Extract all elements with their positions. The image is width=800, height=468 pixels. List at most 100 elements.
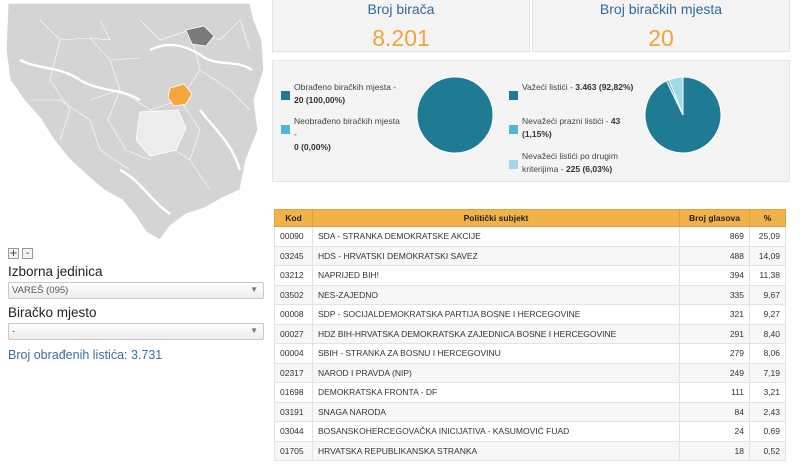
cell-percent: 8,06 bbox=[749, 343, 786, 364]
table-row[interactable]: 03191 SNAGA NARODA 84 2,43 bbox=[274, 401, 786, 422]
pie2-label-other-invalid: Nevažeći listići po drugim kriterijima - bbox=[522, 151, 618, 174]
cell-percent: 0,52 bbox=[749, 440, 786, 461]
pie2-value-other-invalid: 225 (6,03%) bbox=[565, 164, 613, 174]
pie2-label-valid: Važeći listići - bbox=[522, 82, 573, 92]
cell-kod: 00090 bbox=[274, 226, 313, 247]
polling-station-value: - bbox=[12, 326, 16, 337]
cell-votes: 18 bbox=[679, 440, 750, 461]
table-row[interactable]: 01698 DEMOKRATSKA FRONTA - DF 111 3,21 bbox=[274, 382, 786, 403]
header-votes[interactable]: Broj glasova bbox=[679, 209, 750, 227]
cell-political-subject: HDS - HRVATSKI DEMOKRATSKI SAVEZ bbox=[312, 245, 680, 266]
table-row[interactable]: 03502 NES-ZAJEDNO 335 9,67 bbox=[274, 284, 786, 305]
zoom-in-button[interactable]: + bbox=[8, 248, 19, 259]
cell-kod: 00004 bbox=[274, 343, 313, 364]
cell-political-subject: NAROD I PRAVDA (NIP) bbox=[312, 362, 680, 383]
pie1-swatch-processed bbox=[281, 91, 290, 100]
table-row[interactable]: 00008 SDP - SOCIJALDEMOKRATSKA PARTIJA BO… bbox=[274, 304, 786, 325]
header-percent[interactable]: % bbox=[749, 209, 786, 227]
cell-kod: 00027 bbox=[274, 323, 313, 344]
table-row[interactable]: 02317 NAROD I PRAVDA (NIP) 249 7,19 bbox=[274, 362, 786, 383]
cell-political-subject: DEMOKRATSKA FRONTA - DF bbox=[312, 382, 680, 403]
polling-station-label: Biračko mjesto bbox=[8, 305, 97, 320]
table-row[interactable]: 00004 SBIH - STRANKA ZA BOSNU I HERCEGOVI… bbox=[274, 343, 786, 364]
cell-political-subject: SDA - STRANKA DEMOKRATSKE AKCIJE bbox=[312, 226, 680, 247]
cell-political-subject: HDZ BIH-HRVATSKA DEMOKRATSKA ZAJEDNICA B… bbox=[312, 323, 680, 344]
pie2-label-blank: Nevažeći prazni listići - bbox=[522, 116, 609, 126]
electoral-unit-label: Izborna jedinica bbox=[8, 264, 103, 279]
cell-percent: 25,09 bbox=[749, 226, 786, 247]
polling-station-select[interactable]: - ▼ bbox=[8, 323, 264, 340]
cell-kod: 03212 bbox=[274, 265, 313, 286]
cell-percent: 8,40 bbox=[749, 323, 786, 344]
cell-votes: 335 bbox=[679, 284, 750, 305]
cell-votes: 84 bbox=[679, 401, 750, 422]
cell-votes: 869 bbox=[679, 226, 750, 247]
polling-stations-title: Broj biračkih mjesta bbox=[599, 1, 723, 17]
pie1-legend-item-processed: Obrađeno biračkih mjesta - 20 (100,00%) bbox=[281, 81, 401, 107]
table-header-row: Kod Politički subjekt Broj glasova % bbox=[274, 209, 786, 227]
table-row[interactable]: 00027 HDZ BIH-HRVATSKA DEMOKRATSKA ZAJEDN… bbox=[274, 323, 786, 344]
cell-votes: 249 bbox=[679, 362, 750, 383]
pie2-swatch-other-invalid bbox=[509, 160, 518, 169]
pie1-label-unprocessed: Neobrađeno biračkih mjesta - bbox=[294, 116, 400, 139]
entity-line-east bbox=[199, 109, 242, 171]
table-row[interactable]: 03212 NAPRIJED BIH! 394 11,38 bbox=[274, 265, 786, 286]
pie2-legend-item-blank: Nevažeći prazni listići - 43 (1,15%) bbox=[509, 115, 634, 141]
cell-political-subject: BOSANSKOHERCEGOVAČKA INICIJATIVA - KASUM… bbox=[312, 421, 680, 442]
cell-percent: 11,38 bbox=[749, 265, 786, 286]
pie1-value-processed: 20 (100,00%) bbox=[294, 95, 346, 105]
pie1-legend-item-unprocessed: Neobrađeno biračkih mjesta - 0 (0,00%) bbox=[281, 115, 401, 154]
voters-value: 8.201 bbox=[372, 25, 430, 51]
cell-percent: 0,69 bbox=[749, 421, 786, 442]
selected-municipality-vares bbox=[167, 83, 193, 107]
electoral-unit-select[interactable]: VAREŠ (095) ▼ bbox=[8, 282, 264, 299]
municipality-map[interactable] bbox=[0, 0, 268, 245]
pie-chart-ballots bbox=[644, 76, 722, 154]
cell-percent: 7,19 bbox=[749, 362, 786, 383]
cell-percent: 14,09 bbox=[749, 245, 786, 266]
pie2-swatch-valid bbox=[509, 91, 518, 100]
processed-ballots-count: Broj obrađenih listića: 3.731 bbox=[8, 348, 163, 362]
polling-stations-card: Broj biračkih mjesta 20 bbox=[532, 0, 790, 52]
pie1-slice-0 bbox=[416, 76, 494, 154]
pie1-swatch-unprocessed bbox=[281, 125, 290, 134]
pie1-value-unprocessed: 0 (0,00%) bbox=[294, 142, 331, 152]
brcko-district bbox=[185, 25, 215, 47]
cell-kod: 02317 bbox=[274, 362, 313, 383]
pie2-legend-item-other-invalid: Nevažeći listići po drugim kriterijima -… bbox=[509, 150, 634, 176]
bih-map-graphic[interactable] bbox=[0, 0, 268, 245]
canton-highlight bbox=[135, 109, 187, 157]
voters-title: Broj birača bbox=[367, 1, 435, 17]
entity-line-west bbox=[19, 58, 141, 102]
pie2-slice-2 bbox=[668, 76, 684, 116]
cell-kod: 01698 bbox=[274, 382, 313, 403]
statistics-panel: Obrađeno biračkih mjesta - 20 (100,00%) N… bbox=[272, 60, 790, 182]
country-outline bbox=[5, 2, 265, 241]
cell-percent: 9,27 bbox=[749, 304, 786, 325]
table-row[interactable]: 01705 HRVATSKA REPUBLIKANSKA STRANKA 18 0,5… bbox=[274, 440, 786, 461]
cell-kod: 03245 bbox=[274, 245, 313, 266]
cell-political-subject: NAPRIJED BIH! bbox=[312, 265, 680, 286]
header-kod[interactable]: Kod bbox=[274, 209, 313, 227]
table-row[interactable]: 03044 BOSANSKOHERCEGOVAČKA INICIJATIVA - … bbox=[274, 421, 786, 442]
chevron-down-icon: ▼ bbox=[250, 285, 258, 294]
cell-votes: 291 bbox=[679, 323, 750, 344]
pie-chart-polling-stations bbox=[416, 76, 494, 154]
cell-kod: 03191 bbox=[274, 401, 313, 422]
entity-line-north bbox=[149, 43, 253, 72]
cell-political-subject: SBIH - STRANKA ZA BOSNU I HERCEGOVINU bbox=[312, 343, 680, 364]
cell-kod: 03044 bbox=[274, 421, 313, 442]
table-row[interactable]: 03245 HDS - HRVATSKI DEMOKRATSKI SAVEZ 488… bbox=[274, 245, 786, 266]
pie1-label-processed: Obrađeno biračkih mjesta - bbox=[294, 82, 397, 92]
polling-stations-value: 20 bbox=[648, 25, 674, 51]
entity-line-south bbox=[119, 168, 171, 215]
cell-votes: 321 bbox=[679, 304, 750, 325]
header-political-subject[interactable]: Politički subjekt bbox=[312, 209, 680, 227]
cell-political-subject: HRVATSKA REPUBLIKANSKA STRANKA bbox=[312, 440, 680, 461]
cell-votes: 488 bbox=[679, 245, 750, 266]
pie2-value-blank: 43 (1,15%) bbox=[522, 116, 621, 139]
voters-card: Broj birača 8.201 bbox=[272, 0, 530, 52]
table-row[interactable]: 00090 SDA - STRANKA DEMOKRATSKE AKCIJE 869… bbox=[274, 226, 786, 247]
zoom-out-button[interactable]: - bbox=[22, 248, 33, 259]
cell-votes: 279 bbox=[679, 343, 750, 364]
